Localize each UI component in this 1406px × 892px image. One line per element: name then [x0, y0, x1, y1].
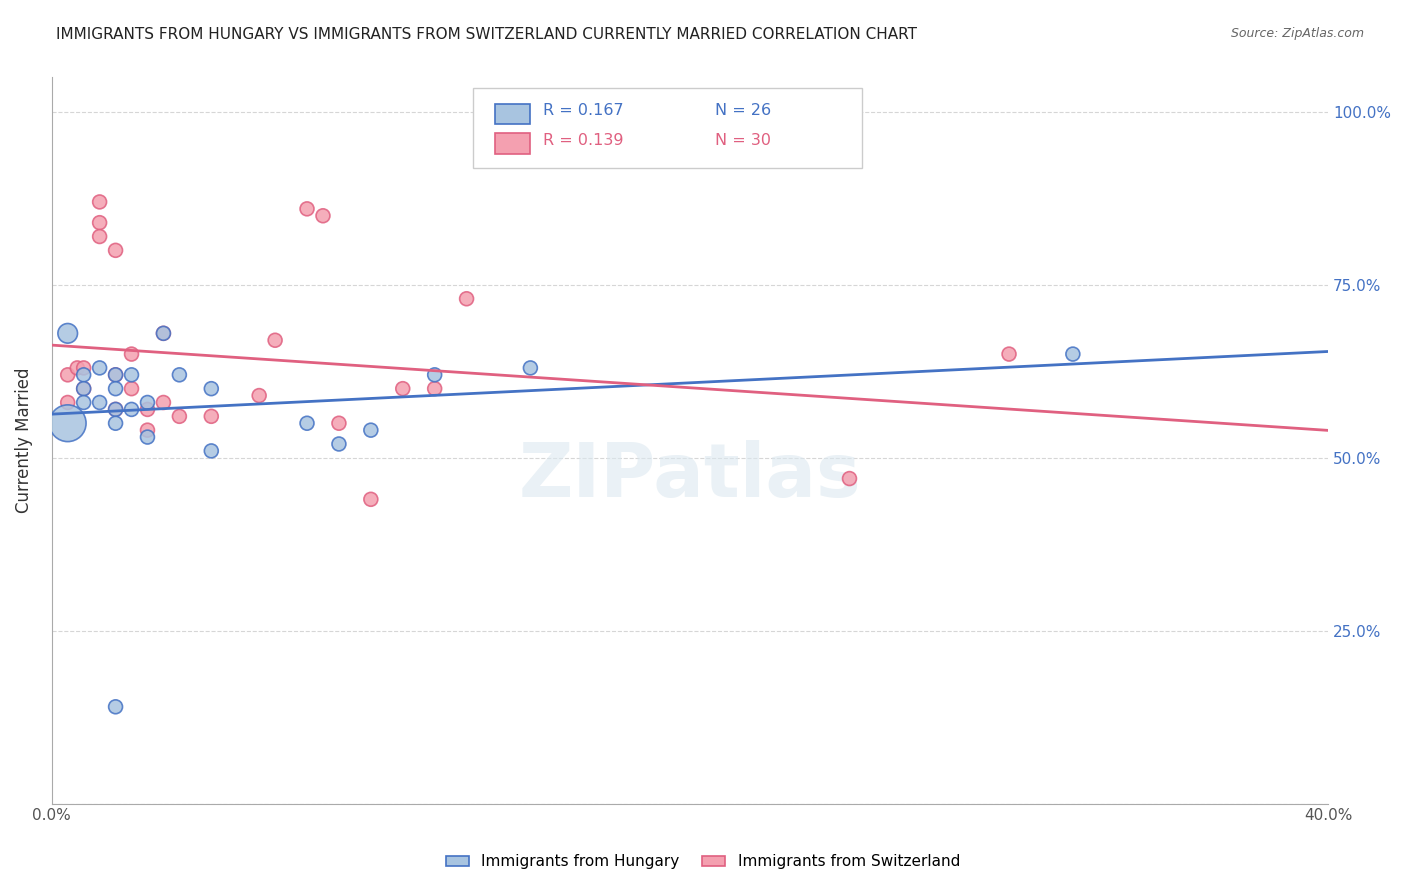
Point — [136, 402, 159, 417]
Point — [66, 360, 89, 375]
Point — [89, 216, 111, 230]
FancyBboxPatch shape — [495, 103, 530, 124]
Point — [89, 395, 111, 409]
Point — [200, 382, 222, 396]
Point — [200, 409, 222, 424]
Point — [104, 382, 127, 396]
Text: ZIPatlas: ZIPatlas — [519, 441, 862, 513]
Point — [104, 402, 127, 417]
Point — [104, 699, 127, 714]
Point — [423, 382, 446, 396]
Text: IMMIGRANTS FROM HUNGARY VS IMMIGRANTS FROM SWITZERLAND CURRENTLY MARRIED CORRELA: IMMIGRANTS FROM HUNGARY VS IMMIGRANTS FR… — [56, 27, 917, 42]
Point — [519, 360, 541, 375]
Point — [136, 423, 159, 437]
Point — [56, 416, 79, 430]
Point — [89, 194, 111, 209]
Point — [89, 229, 111, 244]
Point — [247, 388, 270, 402]
Text: N = 30: N = 30 — [716, 133, 772, 148]
Point — [838, 472, 860, 486]
Point — [423, 368, 446, 382]
Point — [89, 360, 111, 375]
Point — [312, 209, 335, 223]
Point — [136, 430, 159, 444]
Point — [328, 416, 350, 430]
Legend: Immigrants from Hungary, Immigrants from Switzerland: Immigrants from Hungary, Immigrants from… — [440, 848, 966, 875]
Point — [169, 409, 191, 424]
Text: N = 26: N = 26 — [716, 103, 772, 119]
Text: Source: ZipAtlas.com: Source: ZipAtlas.com — [1230, 27, 1364, 40]
Point — [328, 437, 350, 451]
Point — [104, 368, 127, 382]
Text: R = 0.139: R = 0.139 — [543, 133, 624, 148]
Point — [121, 368, 143, 382]
Point — [152, 326, 174, 341]
Point — [73, 360, 96, 375]
Point — [264, 333, 287, 347]
Point — [1062, 347, 1084, 361]
Point — [136, 395, 159, 409]
Point — [121, 402, 143, 417]
Point — [360, 492, 382, 507]
Point — [200, 443, 222, 458]
Point — [152, 395, 174, 409]
FancyBboxPatch shape — [472, 88, 862, 169]
Point — [73, 382, 96, 396]
Point — [456, 292, 478, 306]
Point — [73, 395, 96, 409]
Point — [73, 382, 96, 396]
Point — [56, 326, 79, 341]
Point — [360, 423, 382, 437]
Point — [121, 382, 143, 396]
Point — [391, 382, 413, 396]
Point — [104, 368, 127, 382]
Point — [169, 368, 191, 382]
Point — [73, 368, 96, 382]
Y-axis label: Currently Married: Currently Married — [15, 368, 32, 513]
Point — [56, 368, 79, 382]
Point — [295, 416, 318, 430]
FancyBboxPatch shape — [495, 134, 530, 153]
Point — [104, 244, 127, 258]
Point — [56, 395, 79, 409]
Point — [104, 416, 127, 430]
Point — [998, 347, 1021, 361]
Point — [152, 326, 174, 341]
Text: R = 0.167: R = 0.167 — [543, 103, 624, 119]
Point — [121, 347, 143, 361]
Point — [295, 202, 318, 216]
Point — [104, 402, 127, 417]
